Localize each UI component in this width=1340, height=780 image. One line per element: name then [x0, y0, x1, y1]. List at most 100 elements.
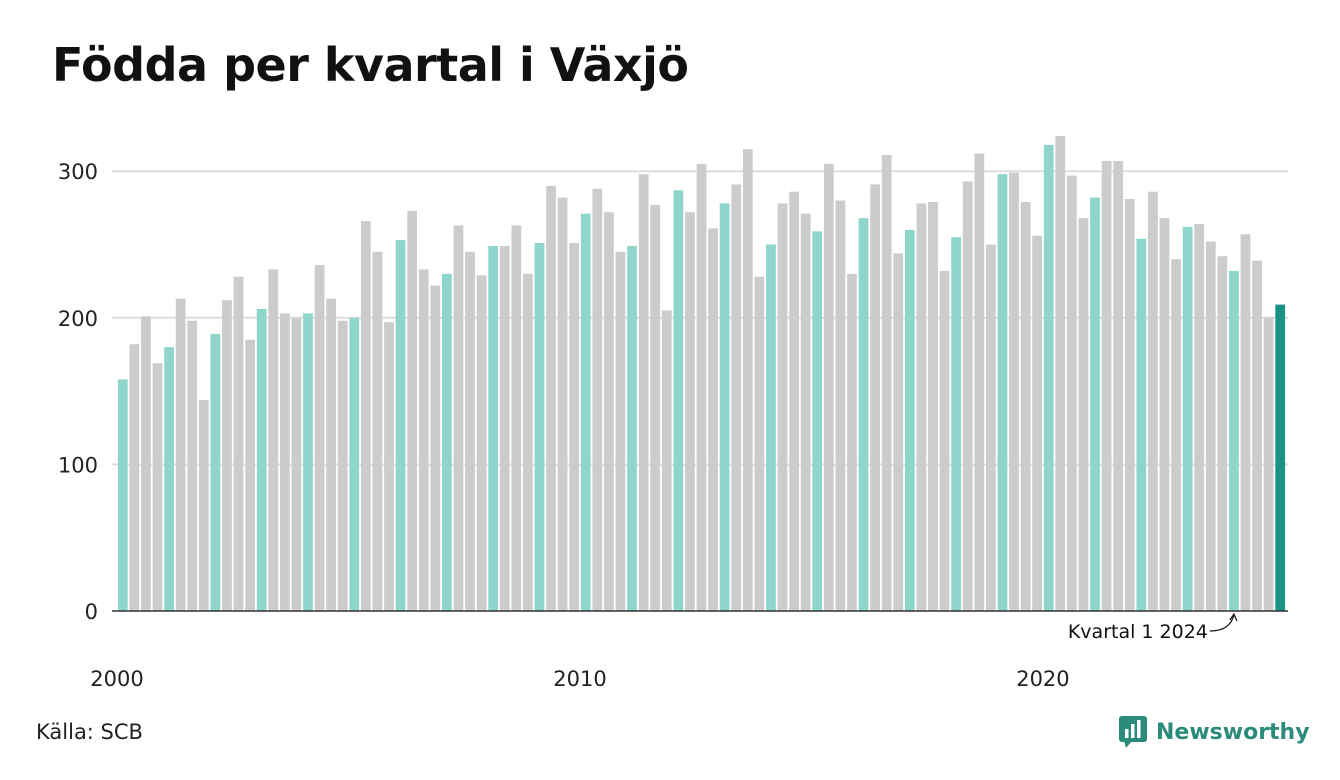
bar — [499, 245, 510, 611]
bar — [441, 273, 452, 611]
bar — [1240, 234, 1251, 611]
bar — [314, 265, 325, 611]
bar — [175, 298, 186, 611]
bar — [384, 322, 394, 611]
bar — [222, 300, 232, 611]
y-tick-label: 0 — [85, 600, 98, 624]
bar — [1101, 160, 1112, 612]
bar — [129, 344, 140, 611]
bar — [1252, 260, 1262, 611]
bar — [476, 275, 487, 611]
bar — [1066, 175, 1077, 611]
bar — [1159, 218, 1170, 611]
bar — [256, 309, 267, 611]
bar — [592, 188, 603, 612]
bar — [650, 204, 661, 611]
bar — [812, 231, 823, 611]
bar — [349, 317, 360, 611]
bar — [187, 320, 198, 611]
bar — [569, 243, 580, 611]
bar — [546, 185, 556, 612]
bar — [210, 333, 221, 611]
bar — [789, 191, 799, 611]
bar — [407, 210, 418, 612]
bar — [754, 276, 765, 611]
bar — [1020, 201, 1031, 611]
annotation-label: Kvartal 1 2024 — [1068, 621, 1208, 643]
bar — [904, 229, 915, 611]
bar — [245, 339, 255, 611]
bar — [152, 363, 163, 611]
bar — [939, 270, 950, 611]
brand-logo[interactable]: Newsworthy — [1118, 714, 1310, 750]
annotation-arrowhead — [1229, 612, 1238, 622]
bar — [1205, 241, 1216, 611]
bar — [395, 240, 406, 612]
bar — [708, 228, 718, 611]
bar — [685, 212, 695, 612]
annotation-arrow — [1209, 614, 1235, 632]
bar — [1171, 259, 1181, 611]
bar — [881, 155, 892, 611]
bar — [360, 221, 371, 611]
bar — [430, 285, 441, 611]
bar — [742, 149, 753, 611]
bar — [372, 251, 383, 611]
x-tick-label: 2010 — [553, 667, 606, 691]
bar — [534, 243, 545, 611]
bar — [418, 269, 429, 611]
bar — [557, 197, 568, 611]
bar — [766, 244, 776, 611]
y-tick-label: 100 — [58, 453, 98, 477]
bar — [198, 399, 209, 611]
bar — [465, 251, 475, 611]
bar — [638, 174, 649, 611]
bar — [823, 163, 834, 611]
bar — [777, 203, 788, 611]
brand-name: Newsworthy — [1156, 719, 1310, 745]
bar — [962, 181, 973, 611]
y-tick-label: 300 — [58, 160, 98, 184]
bar — [1009, 172, 1019, 611]
bar — [985, 244, 996, 611]
annotation: Kvartal 1 2024 — [1068, 612, 1238, 643]
bar — [1055, 136, 1066, 612]
bar — [1229, 270, 1239, 611]
x-tick-label: 2020 — [1016, 667, 1069, 691]
bar — [661, 310, 672, 611]
bar — [893, 253, 904, 611]
bar — [453, 225, 464, 611]
bar — [858, 218, 869, 611]
bar — [303, 313, 313, 611]
bar — [117, 379, 128, 611]
bar — [1124, 199, 1135, 611]
bar — [1136, 238, 1147, 612]
bar — [928, 201, 938, 611]
bar — [522, 273, 533, 611]
bar — [1182, 226, 1193, 611]
bar — [951, 237, 962, 612]
bar — [800, 213, 811, 612]
bar — [488, 245, 499, 611]
y-tick-label: 200 — [58, 307, 98, 331]
bar — [627, 245, 637, 611]
bar — [615, 251, 626, 611]
bar — [673, 190, 684, 611]
bar — [511, 225, 522, 611]
bar — [1090, 197, 1100, 611]
bar — [870, 184, 881, 612]
bar — [1032, 235, 1043, 612]
bar — [279, 313, 290, 611]
bar — [974, 153, 985, 611]
bar — [233, 276, 244, 611]
bar — [580, 213, 591, 612]
bar — [291, 317, 302, 611]
bar — [835, 200, 846, 611]
bar — [1043, 144, 1054, 611]
bars — [117, 136, 1286, 612]
bar — [1263, 317, 1274, 611]
bar — [1113, 160, 1124, 612]
source-label: Källa: SCB — [36, 720, 143, 744]
bar — [1217, 256, 1228, 611]
